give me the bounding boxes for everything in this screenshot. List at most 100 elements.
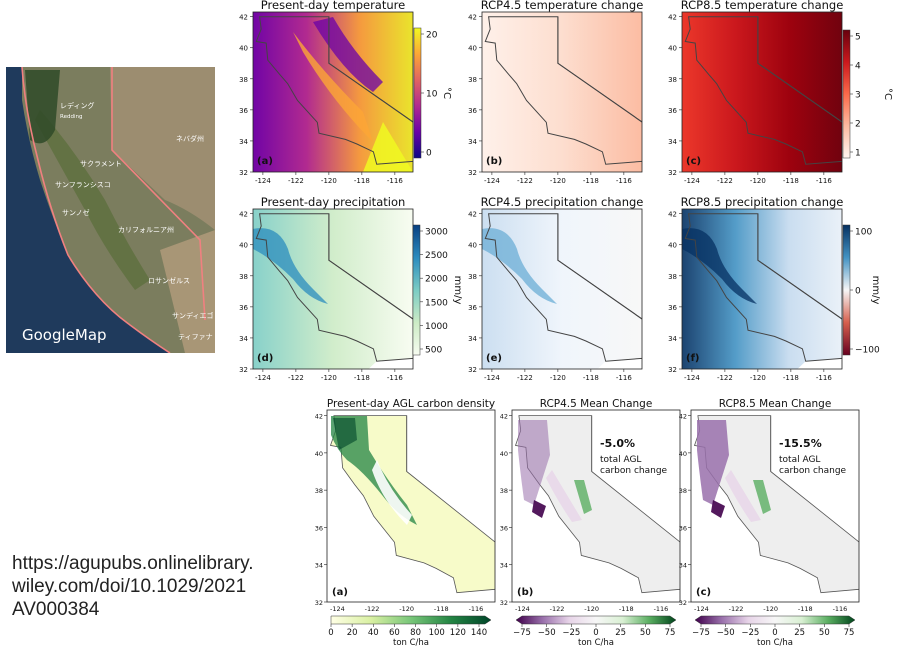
lat-tick-label: 38	[239, 76, 248, 84]
colorbar-tick-label: 2000	[425, 275, 448, 285]
panel-tag: (d)	[257, 353, 273, 364]
lat-tick-label: 36	[315, 524, 323, 532]
lon-tick-label: -118	[434, 605, 449, 613]
lat-tick-label: 38	[668, 273, 677, 281]
lat-tick-label: 34	[468, 335, 477, 343]
colorbar-tick-label: 25	[615, 628, 626, 638]
forest-peak-density	[333, 418, 357, 450]
colorbar-tick-label: 3	[855, 91, 861, 101]
california-outline	[255, 16, 413, 165]
california-outline	[684, 213, 842, 362]
colorbar-ramp	[413, 27, 422, 159]
lon-tick-label: -124	[255, 177, 271, 185]
lat-tick-label: 38	[468, 273, 477, 281]
panel-frame	[481, 11, 643, 173]
carbon-loss-peak	[532, 500, 546, 518]
colorbar-unit: ton C/ha	[393, 638, 429, 648]
northern-forest	[25, 70, 60, 144]
lat-tick-label: 40	[468, 242, 477, 250]
central-valley-green	[35, 110, 150, 290]
carbon-gain-sierra	[574, 480, 592, 514]
map-place-label: サクラメント	[80, 160, 122, 168]
lon-tick-label: -122	[517, 177, 533, 185]
lon-tick-label: -116	[616, 177, 632, 185]
lat-tick-label: 40	[500, 450, 508, 458]
source-url-line-3: AV000384	[12, 599, 100, 620]
lat-tick-label: 42	[468, 14, 477, 22]
lat-tick-label: 32	[315, 599, 323, 607]
lat-tick-label: 40	[239, 45, 248, 53]
panel-frame	[252, 11, 414, 173]
lon-tick-label: -116	[387, 374, 403, 382]
lat-tick-label: 40	[679, 450, 687, 458]
lon-tick-label: -124	[684, 177, 700, 185]
colorbar-tick-label: 60	[389, 628, 400, 638]
lat-tick-label: 36	[500, 524, 508, 532]
colorbar-unit: °C	[441, 87, 452, 99]
colorbar-carbon-b: −75 −50 −25 0 25 50 75 ton C/ha	[513, 615, 677, 648]
colorbar-tick-label: 4	[855, 62, 861, 72]
colorbar-tick-label: 120	[450, 628, 466, 638]
colorbar-tick-label: 50	[640, 628, 651, 638]
lon-tick-label: -118	[583, 374, 599, 382]
colorbar-tick-label: 140	[471, 628, 487, 638]
colorbar-ramp	[412, 224, 421, 356]
lon-tick-label: -118	[783, 374, 799, 382]
carbon-change-value: -5.0%	[600, 437, 635, 450]
panel-tag: (b)	[486, 156, 502, 167]
map-place-label: ティファナ	[178, 333, 213, 341]
lat-tick-label: 32	[468, 169, 477, 177]
lon-tick-label: -120	[750, 177, 766, 185]
colorbar-tick-label: 80	[410, 628, 421, 638]
colorbar-carbon-c: −75 −50 −25 0 25 50 75 ton C/ha	[692, 615, 856, 648]
panel-title: RCP8.5 Mean Change	[719, 398, 832, 410]
panel-title: RCP4.5 temperature change	[481, 0, 644, 12]
colorbar-unit: ton C/ha	[757, 638, 793, 648]
lat-tick-label: 34	[668, 335, 677, 343]
lat-tick-label: 32	[668, 169, 677, 177]
map-place-label: ネバダ州	[176, 134, 204, 143]
source-url[interactable]: https://agupubs.onlinelibrary. wiley.com…	[12, 552, 312, 621]
lat-tick-label: 38	[315, 487, 323, 495]
colorbar-tick-label: 500	[425, 346, 442, 356]
carbon-panels: Present-day AGL carbon density (a) 42 40 38 3…	[315, 398, 860, 648]
climate-panel-d: Present-day precipitation (d) 42 40 38 36 34 32…	[239, 195, 414, 382]
colorbar-tick-label: −100	[855, 346, 880, 356]
state-border	[111, 67, 206, 321]
lon-tick-label: -118	[354, 177, 370, 185]
lon-tick-label: -120	[321, 374, 337, 382]
lon-tick-label: -124	[484, 177, 500, 185]
panel-title: Present-day AGL carbon density	[327, 398, 495, 410]
colorbar-tick-label: −75	[692, 628, 710, 638]
california-outline	[684, 16, 842, 165]
carbon-loss-interior	[725, 470, 761, 522]
california-outline	[255, 213, 413, 362]
carbon-change-note: carbon change	[779, 466, 847, 476]
colorbar-tick-label: −50	[538, 628, 556, 638]
lat-tick-label: 36	[468, 107, 477, 115]
lat-tick-label: 34	[239, 138, 248, 146]
nevada-border	[557, 213, 642, 320]
colorbar-ramp	[515, 615, 677, 625]
nevada-desert	[110, 67, 215, 230]
lat-tick-label: 34	[500, 562, 508, 570]
panel-frame	[681, 208, 843, 370]
colorbar-unit: mm/y	[870, 276, 881, 305]
colorbar-tick-label: 0	[426, 149, 432, 159]
lat-tick-label: 38	[679, 487, 687, 495]
panel-title: RCP4.5 Mean Change	[540, 398, 653, 410]
lat-tick-label: 34	[679, 562, 687, 570]
lat-tick-label: 42	[679, 413, 687, 421]
lat-tick-label: 34	[315, 562, 323, 570]
panel-tag: (b)	[517, 587, 533, 598]
colorbar-tick-label: 0	[772, 628, 777, 638]
lon-tick-label: -116	[816, 374, 832, 382]
lat-tick-label: 34	[468, 138, 477, 146]
lat-tick-label: 40	[468, 45, 477, 53]
colorbar-tick-label: −25	[741, 628, 759, 638]
panel-title: RCP4.5 precipitation change	[481, 195, 644, 209]
climate-panel-b: RCP4.5 temperature change (b) 42 40 38 36 34 32…	[468, 0, 644, 185]
colorbar-tick-label: 20	[426, 31, 438, 41]
lon-tick-label: -124	[484, 374, 500, 382]
colorbar-tick-label: 2500	[425, 251, 448, 261]
